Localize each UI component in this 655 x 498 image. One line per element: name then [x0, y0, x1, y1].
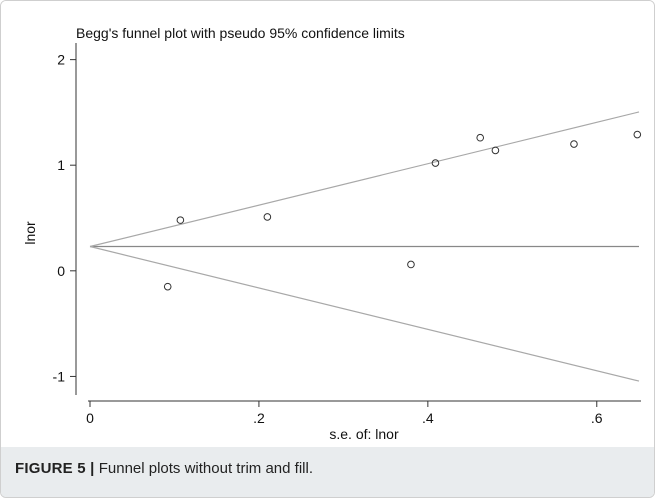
study-point	[263, 213, 272, 221]
y-tick-label: 0	[57, 263, 65, 279]
lower-limit-line	[89, 245, 640, 382]
study-point	[163, 282, 172, 291]
upper-limit-line	[89, 111, 640, 248]
study-points	[163, 130, 642, 291]
y-tick-label: 2	[57, 52, 65, 68]
study-point	[431, 159, 440, 167]
figure-caption-label: FIGURE 5 |	[15, 460, 95, 477]
funnel-lines	[89, 111, 640, 382]
axes: -1 0 1 2 0 .2 .4 .6	[53, 43, 641, 426]
x-tick-label: 0	[86, 410, 94, 426]
y-tick-label: -1	[53, 368, 66, 384]
x-tick-label: .2	[253, 410, 265, 426]
x-tick-label: .4	[422, 410, 434, 426]
x-tick-label: .6	[591, 410, 603, 426]
figure-caption: FIGURE 5 | Funnel plots without trim and…	[15, 460, 313, 477]
figure-caption-text: Funnel plots without trim and fill.	[98, 460, 313, 477]
study-point	[491, 146, 500, 155]
caption-bar: FIGURE 5 | Funnel plots without trim and…	[1, 447, 654, 497]
chart-title: Begg's funnel plot with pseudo 95% confi…	[76, 25, 405, 41]
y-tick-label: 1	[57, 157, 65, 173]
study-point	[176, 216, 185, 224]
study-point	[570, 140, 578, 148]
study-point	[407, 260, 415, 269]
plot-panel: Begg's funnel plot with pseudo 95% confi…	[1, 1, 654, 447]
y-axis-label: lnor	[22, 221, 38, 245]
study-point	[633, 130, 642, 139]
x-axis-label: s.e. of: lnor	[329, 426, 399, 442]
study-point	[476, 133, 485, 142]
funnel-plot: Begg's funnel plot with pseudo 95% confi…	[22, 25, 642, 442]
